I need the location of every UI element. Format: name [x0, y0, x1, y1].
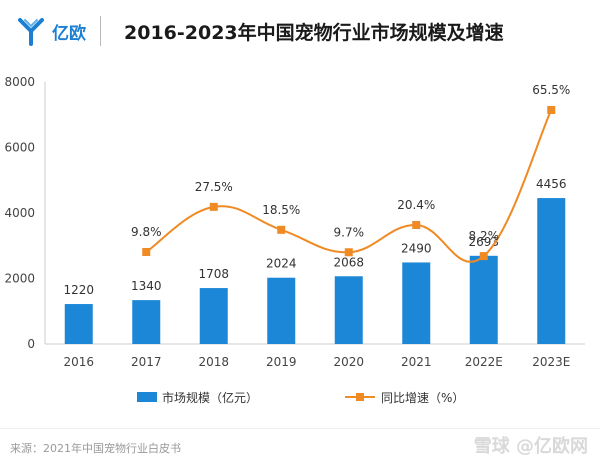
y-tick-label: 6000 [4, 141, 35, 155]
x-tick-label: 2017 [131, 355, 162, 369]
growth-point [209, 202, 218, 211]
legend-bar-label: 市场规模（亿元） [162, 390, 258, 405]
bar [334, 276, 363, 344]
x-tick-label: 2016 [63, 355, 94, 369]
bar-value-label: 2693 [468, 235, 499, 249]
legend-line-marker [356, 393, 364, 401]
growth-value-label: 9.7% [334, 225, 365, 239]
source-note: 来源：2021年中国宠物行业白皮书 [10, 442, 181, 455]
page-title: 2016-2023年中国宠物行业市场规模及增速 [124, 22, 504, 44]
legend-bar-swatch [137, 392, 157, 402]
growth-value-label: 9.8% [131, 225, 162, 239]
growth-point [344, 248, 353, 257]
bar [402, 262, 431, 344]
chart: 0 2000 4000 6000 8000 1220 1340 1708 2024 2068 249… [4, 75, 585, 405]
x-tick-label: 2018 [198, 355, 229, 369]
growth-value-label: 27.5% [195, 180, 233, 194]
footer-divider [0, 428, 600, 429]
bar [64, 304, 93, 344]
bar [199, 288, 228, 344]
legend-line-label: 同比增速（%） [381, 391, 464, 405]
growth-value-label: 65.5% [532, 83, 570, 97]
growth-point [142, 248, 151, 257]
brand-name: 亿欧 [52, 23, 86, 44]
watermark: 雪球 @亿欧网 [473, 436, 588, 457]
x-tick-label: 2021 [401, 355, 432, 369]
growth-point [412, 220, 421, 229]
y-tick-label: 4000 [4, 206, 35, 220]
y-tick-label: 0 [27, 337, 35, 351]
bar [469, 255, 498, 344]
x-tick-label: 2020 [333, 355, 364, 369]
bar-value-label: 2024 [266, 257, 297, 271]
x-tick-label: 2022E [465, 355, 503, 369]
growth-value-label: 18.5% [262, 203, 300, 217]
bar-value-label: 1220 [63, 283, 94, 297]
bar-value-label: 2068 [333, 255, 364, 269]
x-tick-label: 2019 [266, 355, 297, 369]
bar-value-label: 1340 [131, 279, 162, 293]
growth-value-label: 8.2% [469, 229, 500, 243]
bar-value-label: 1708 [198, 267, 229, 281]
bar-value-label: 2490 [401, 241, 432, 255]
header-divider [100, 16, 101, 46]
bar [537, 198, 566, 344]
bar [267, 277, 296, 344]
growth-value-label: 20.4% [397, 198, 435, 212]
brand[interactable]: 亿欧 [16, 14, 86, 48]
growth-point [547, 105, 556, 114]
growth-point [277, 225, 286, 234]
growth-point [479, 252, 488, 261]
yiou-logo-icon [18, 18, 44, 46]
header: 亿欧 2016-2023年中国宠物行业市场规模及增速 [0, 0, 600, 62]
y-tick-label: 8000 [4, 75, 35, 89]
y-tick-label: 2000 [4, 272, 35, 286]
bar-value-label: 4456 [536, 177, 567, 191]
x-tick-label: 2023E [532, 355, 570, 369]
bar [132, 300, 161, 344]
